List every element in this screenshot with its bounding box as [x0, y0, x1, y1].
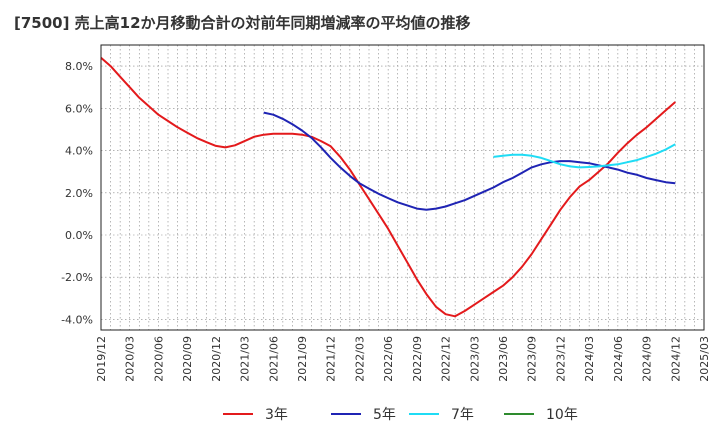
x-tick-label: 2020/09 [181, 336, 194, 382]
x-tick-label: 2025/03 [698, 336, 711, 382]
x-tick-label: 2020/12 [210, 336, 223, 382]
x-tick-label: 2024/06 [612, 336, 625, 382]
series-line-0 [100, 56, 676, 318]
x-tick-label: 2024/09 [641, 336, 654, 382]
x-tick-labels: 2019/12 2020/03 2020/06 2020/09 2020/12 2021/… [95, 336, 711, 382]
x-tick-label: 2023/03 [468, 336, 481, 382]
legend: 3年 5年 7年 10年 [223, 407, 578, 423]
x-tick-label: 2022/12 [440, 336, 453, 382]
legend-label-0: 3年 [265, 407, 288, 423]
y-tick-label: 4.0% [65, 145, 93, 158]
x-tick-label: 2023/09 [526, 336, 539, 382]
legend-label-3: 10年 [546, 407, 578, 423]
y-tick-label: -4.0% [61, 313, 93, 326]
series-layer [100, 56, 676, 318]
x-tick-label: 2024/03 [583, 336, 596, 382]
x-tick-label: 2021/09 [296, 336, 309, 382]
y-tick-label: 2.0% [65, 187, 93, 200]
y-tick-label: -2.0% [61, 271, 93, 284]
x-tick-label: 2023/12 [554, 336, 567, 382]
chart-title: [7500] 売上高12か月移動合計の対前年同期増減率の平均値の推移 [14, 14, 471, 32]
legend-label-1: 5年 [373, 407, 396, 423]
series-line-2 [493, 143, 676, 169]
x-tick-label: 2019/12 [95, 336, 108, 382]
x-tick-label: 2023/06 [497, 336, 510, 382]
x-tick-label: 2020/03 [124, 336, 137, 382]
x-tick-label: 2022/06 [382, 336, 395, 382]
x-tick-label: 2024/12 [669, 336, 682, 382]
y-tick-labels: -4.0% -2.0% 0.0% 2.0% 4.0% 6.0% 8.0% [61, 60, 93, 326]
y-tick-label: 0.0% [65, 229, 93, 242]
x-tick-label: 2022/03 [353, 336, 366, 382]
y-tick-label: 6.0% [65, 102, 93, 115]
x-tick-label: 2021/06 [267, 336, 280, 382]
x-tick-label: 2022/09 [411, 336, 424, 382]
x-tick-label: 2021/03 [239, 336, 252, 382]
x-tick-label: 2021/12 [325, 336, 338, 382]
x-tick-label: 2020/06 [152, 336, 165, 382]
y-tick-label: 8.0% [65, 60, 93, 73]
plot-frame [100, 44, 705, 331]
series-line-1 [263, 111, 676, 211]
grid-layer [101, 45, 704, 330]
legend-label-2: 7年 [451, 407, 474, 423]
